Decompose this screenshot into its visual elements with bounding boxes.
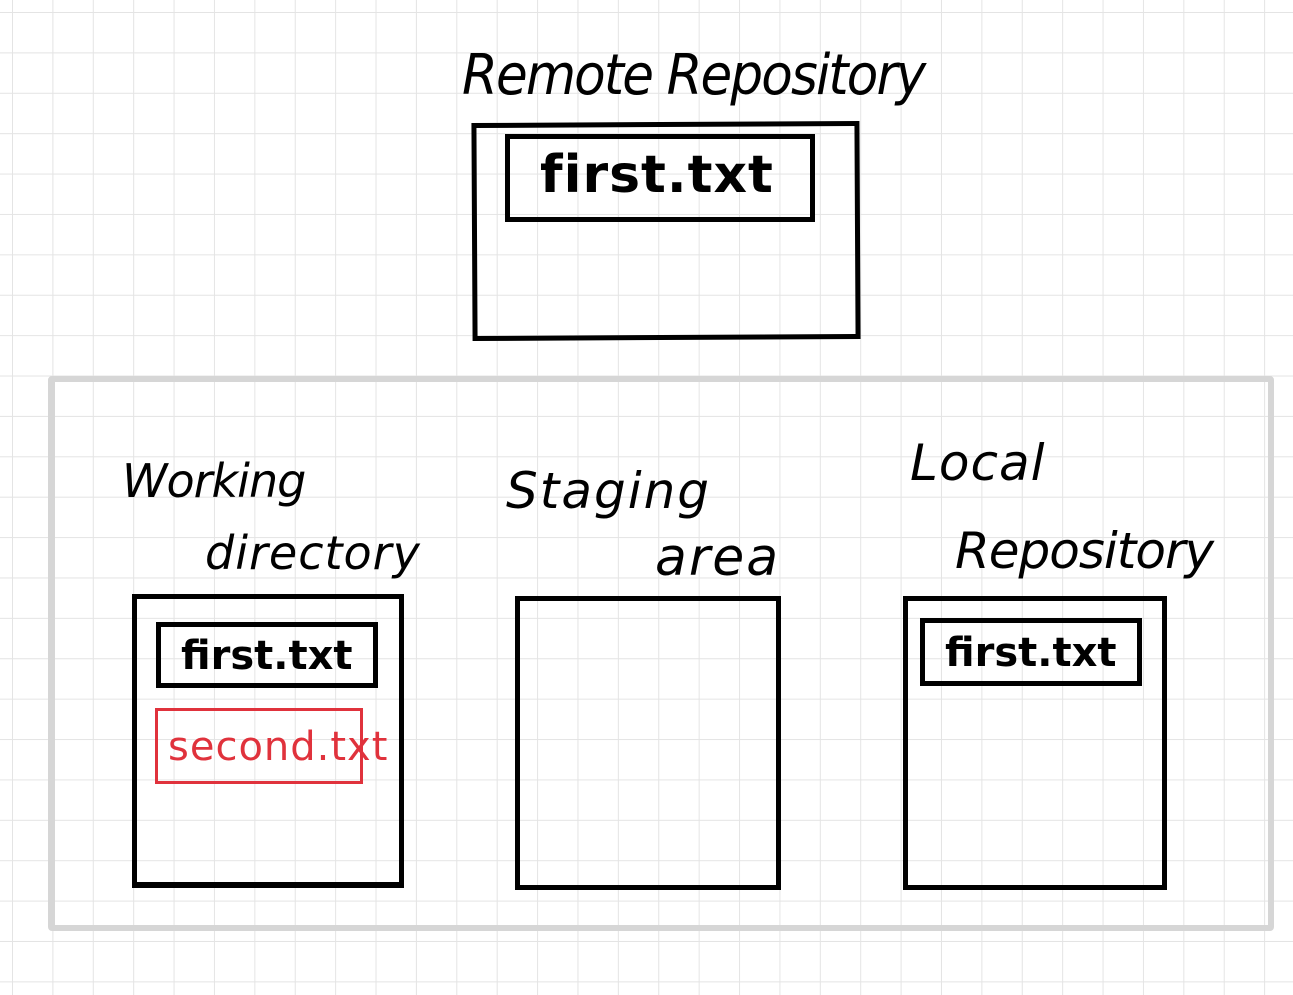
local-repository-title-line1: Local: [910, 434, 1046, 492]
remote-file-first: first.txt: [505, 134, 815, 222]
remote-repository-title: Remote Repository: [462, 43, 926, 108]
working-file-second: second.txt: [155, 708, 387, 784]
staging-area-title-line2: area: [655, 528, 781, 588]
local-file-first: first.txt: [920, 618, 1142, 686]
working-file-second-label: second.txt: [168, 724, 389, 770]
staging-area-title-line1: Staging: [506, 462, 712, 520]
working-directory-box: [132, 594, 404, 888]
remote-file-first-label: first.txt: [540, 145, 774, 205]
local-repository-box: [903, 596, 1167, 890]
local-machine-boundary: [48, 376, 1274, 931]
staging-area-box: [515, 596, 781, 890]
local-repository-title-line2: Repository: [955, 522, 1214, 580]
working-file-first-label: first.txt: [181, 633, 353, 679]
working-file-first: first.txt: [156, 622, 378, 688]
working-directory-title-line1: Working: [122, 454, 306, 508]
working-directory-title-line2: directory: [205, 526, 421, 580]
local-file-first-label: first.txt: [945, 630, 1117, 676]
